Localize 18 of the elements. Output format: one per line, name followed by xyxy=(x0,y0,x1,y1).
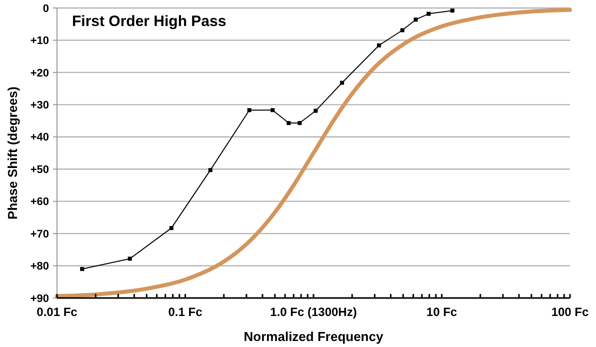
x-tick-label: 0.01 Fc xyxy=(36,305,78,319)
y-tick-label: +30 xyxy=(30,100,49,112)
y-tick-label: +60 xyxy=(30,196,49,208)
y-tick-label: +50 xyxy=(30,164,49,176)
x-tick-label: 1.0 Fc (1300Hz) xyxy=(270,305,357,319)
y-tick-label: 0 xyxy=(42,2,49,15)
x-tick-label: 100 Fc xyxy=(551,305,590,319)
x-tick-label: 0.1 Fc xyxy=(168,305,203,319)
x-tick-label: 10 Fc xyxy=(426,305,458,319)
y-tick-label: +10 xyxy=(30,35,49,48)
x-axis-title: Normalized Frequency xyxy=(244,329,384,344)
y-axis-title: Phase Shift (degrees) xyxy=(5,86,20,220)
y-tick-label: +20 xyxy=(30,67,49,80)
y-tick-label: +70 xyxy=(30,228,49,240)
chart-title: First Order High Pass xyxy=(72,13,226,30)
y-tick-label: +80 xyxy=(30,260,49,273)
y-tick-label: +90 xyxy=(30,292,49,305)
y-tick-label: +40 xyxy=(30,132,49,144)
